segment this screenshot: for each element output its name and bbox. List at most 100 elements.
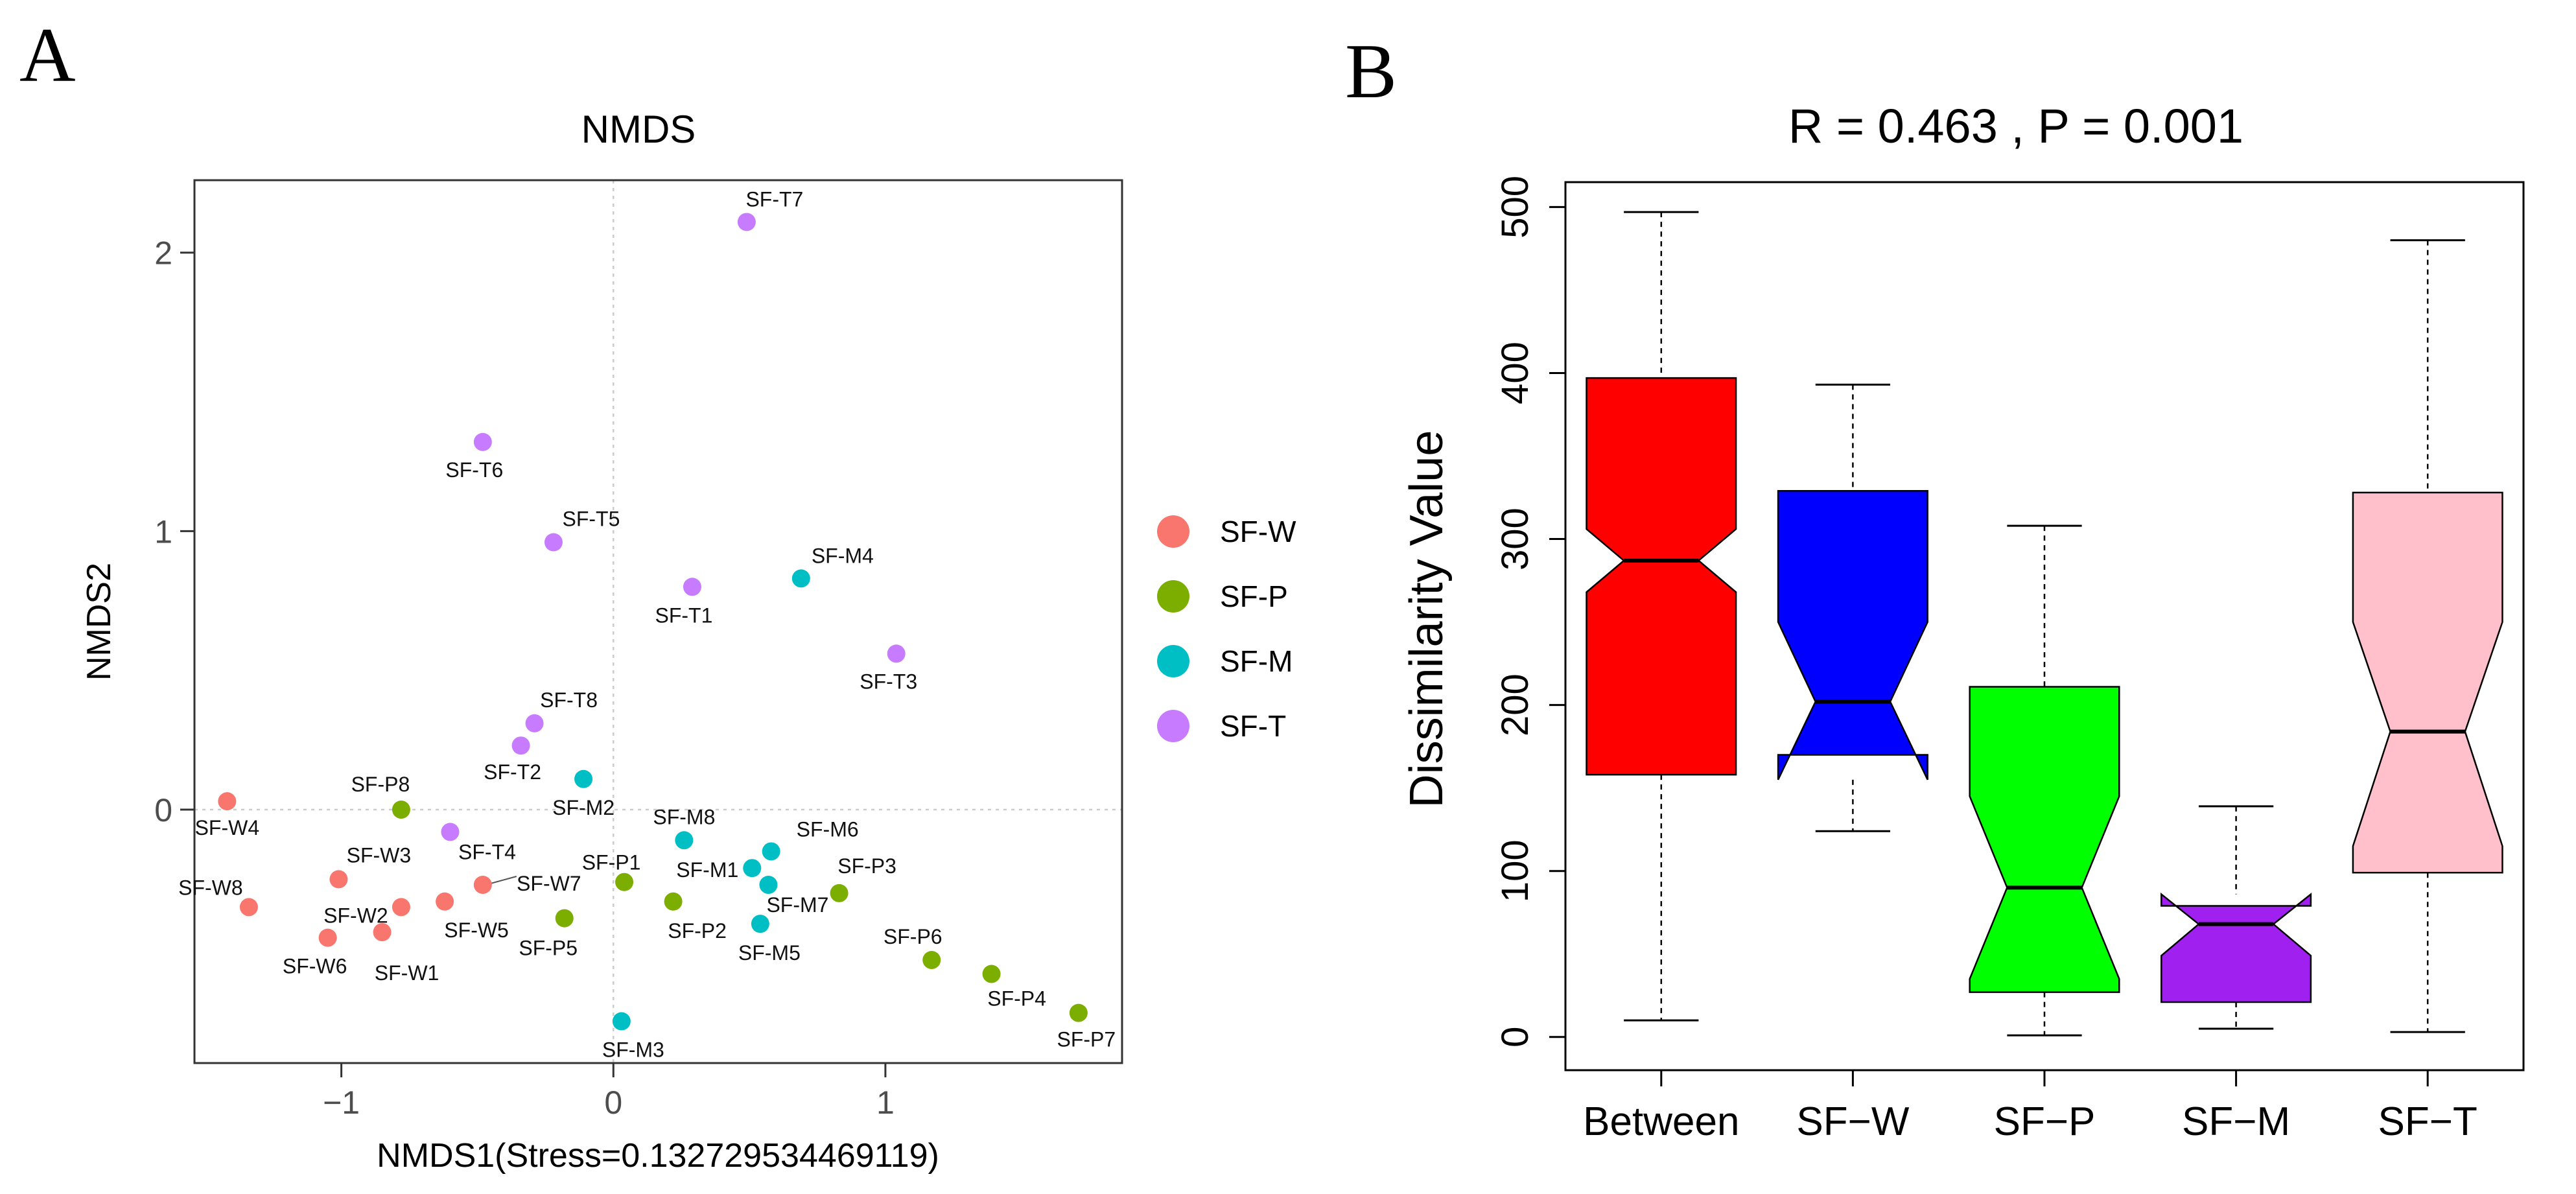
box (1586, 377, 1737, 776)
point-label: SF-W3 (347, 843, 412, 867)
boxplot-title: R = 0.463 , P = 0.001 (1788, 99, 2243, 153)
point-label: SF-M5 (738, 941, 801, 965)
point-label: SF-P1 (582, 851, 641, 874)
data-point (441, 823, 460, 841)
point-label: SF-M2 (552, 796, 615, 819)
box (2160, 892, 2312, 1003)
data-point (473, 876, 492, 895)
data-point (762, 842, 780, 861)
point-label: SF-T3 (860, 670, 917, 693)
point-label: SF-P5 (519, 937, 578, 960)
point-label: SF-M4 (812, 544, 874, 567)
box (2352, 491, 2503, 874)
x-axis-label: NMDS1(Stress=0.132729534469119) (377, 1137, 939, 1175)
data-point (737, 213, 756, 231)
point-label: SF-W1 (375, 961, 439, 985)
data-point (887, 644, 906, 663)
data-point (612, 1012, 631, 1031)
data-point (743, 859, 762, 878)
data-point (922, 951, 941, 970)
axes: 0 100 200 300 400 500 Between SF−W SF−P SF−M SF−T (1494, 176, 2477, 1144)
point-label: SF-T7 (745, 187, 803, 211)
box (1969, 686, 2120, 993)
axes: −1 0 1 0 1 2 (154, 235, 895, 1121)
data-point (664, 892, 683, 911)
data-point (791, 569, 810, 588)
data-point (982, 965, 1001, 983)
point-label: SF-W4 (195, 816, 260, 839)
point-labels: SF-W1 SF-W2 SF-W3 SF-W4 SF-W5 SF-W6 SF-W7 SF-W8… (178, 187, 1116, 1061)
y-tick-label: 0 (154, 792, 172, 828)
point-label: SF-W2 (323, 904, 388, 927)
data-point (830, 884, 849, 902)
data-point (683, 578, 701, 596)
point-label: SF-M6 (797, 817, 859, 841)
point-label: SF-W6 (283, 955, 347, 978)
data-point (751, 915, 769, 933)
data-point (329, 870, 348, 889)
plot-frame (193, 179, 1123, 1064)
x-tick-label: 1 (876, 1084, 895, 1121)
nmds-title: NMDS (581, 108, 696, 151)
y-tick-label: 100 (1494, 839, 1536, 902)
y-tick-label: 300 (1494, 508, 1536, 570)
data-point (373, 923, 392, 942)
legend-key (1157, 515, 1189, 548)
point-label: SF-T1 (655, 603, 713, 627)
point-label: SF-P7 (1057, 1028, 1116, 1051)
data-point (675, 831, 694, 850)
legend-label: SF-P (1220, 579, 1288, 613)
point-label: SF-P3 (837, 854, 896, 878)
data-point (392, 898, 410, 917)
data-point (392, 801, 410, 819)
y-tick-label: 2 (154, 235, 172, 272)
data-point (436, 892, 454, 911)
point-label: SF-M3 (602, 1038, 664, 1062)
point-label: SF-P6 (884, 925, 943, 948)
panel-a-label: A (19, 12, 76, 98)
x-tick-label: SF−T (2378, 1099, 2477, 1144)
box (1777, 490, 1928, 780)
point-label: SF-W7 (517, 872, 581, 895)
reference-lines (194, 180, 1122, 1063)
data-point (318, 928, 337, 947)
y-axis-label: NMDS2 (80, 563, 118, 681)
data-point (1069, 1003, 1088, 1022)
legend-key (1157, 710, 1189, 742)
legend-label: SF-W (1220, 515, 1296, 548)
label-leader-line (490, 876, 517, 884)
point-label: SF-M8 (653, 805, 715, 828)
legend-label: SF-M (1220, 644, 1293, 678)
y-tick-label: 400 (1494, 342, 1536, 404)
point-label: SF-W8 (178, 876, 243, 899)
point-label: SF-W5 (444, 919, 509, 942)
point-label: SF-T2 (484, 760, 541, 784)
point-label: SF-M1 (676, 858, 738, 882)
y-tick-label: 200 (1494, 673, 1536, 736)
data-point (544, 533, 563, 552)
x-tick-label: 0 (604, 1084, 622, 1121)
data-point (525, 714, 544, 732)
legend-label: SF-T (1220, 709, 1286, 743)
y-tick-label: 0 (1494, 1027, 1536, 1048)
y-tick-label: 500 (1494, 176, 1536, 239)
x-tick-label: −1 (323, 1084, 360, 1121)
boxes (1586, 211, 2503, 1036)
data-point (615, 872, 634, 891)
data-point (574, 769, 593, 788)
x-tick-label: Between (1583, 1099, 1739, 1144)
legend-key (1157, 645, 1189, 677)
legend-key (1157, 580, 1189, 613)
x-tick-label: SF−M (2182, 1099, 2290, 1144)
y-tick-label: 1 (154, 513, 172, 550)
data-point (555, 909, 574, 928)
point-label: SF-P8 (351, 773, 410, 796)
point-label: SF-T4 (458, 840, 516, 863)
point-label: SF-T6 (445, 458, 503, 482)
data-point (218, 792, 237, 811)
data-point (511, 736, 530, 755)
dissimilarity-boxplot: R = 0.463 , P = 0.001 0 100 200 300 400 500 Be… (1401, 99, 2525, 1144)
panel-b-label: B (1345, 28, 1397, 114)
